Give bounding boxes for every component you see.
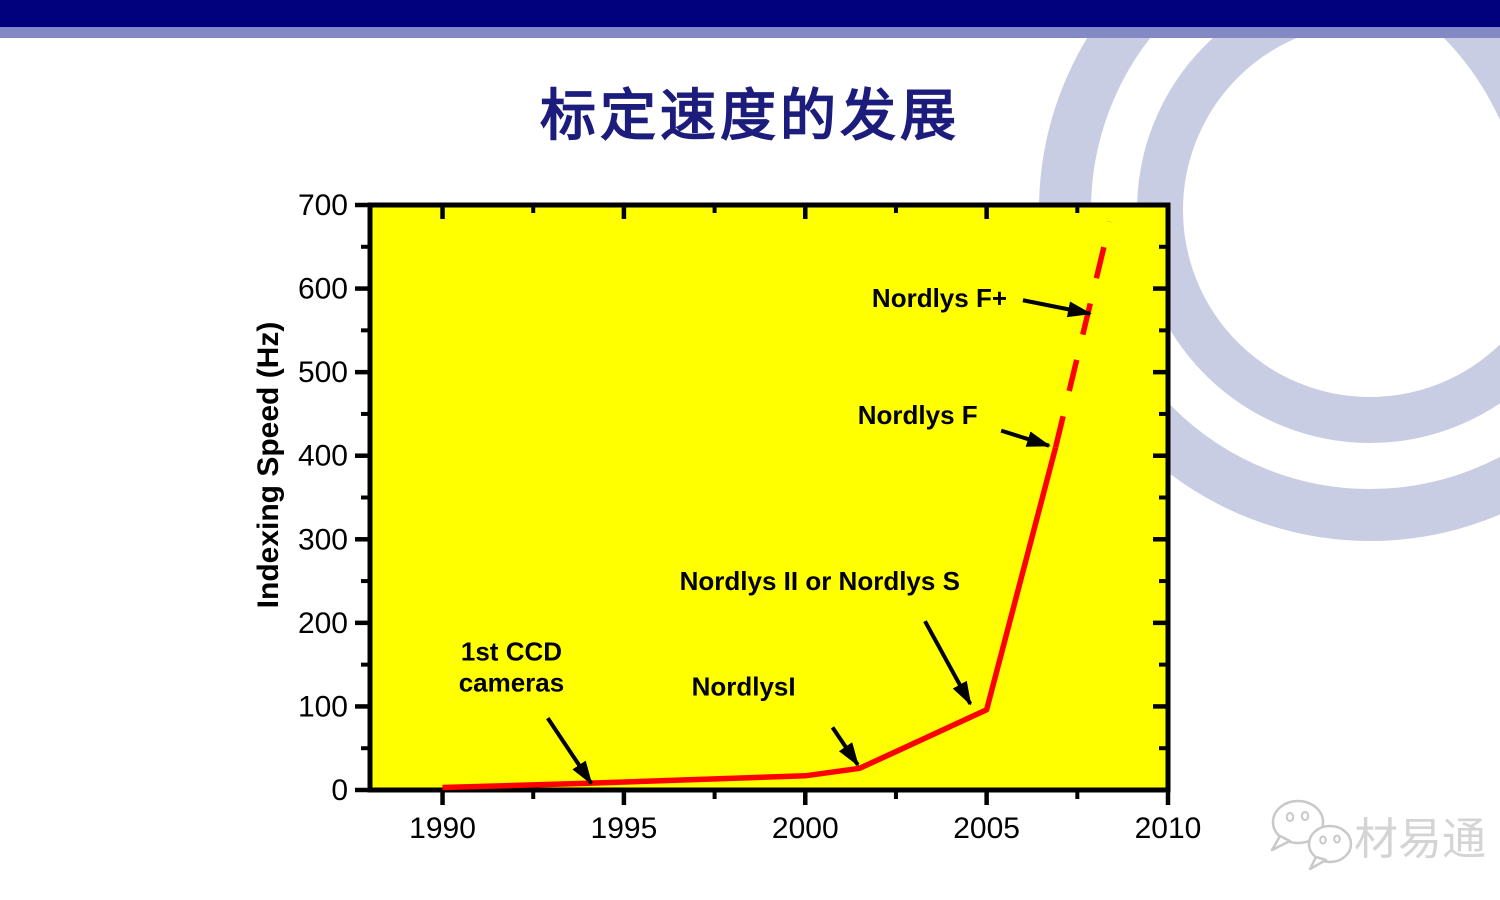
annotation-arrow xyxy=(1000,428,1051,448)
y-tick-label: 400 xyxy=(298,440,348,473)
y-tick-label: 700 xyxy=(298,189,348,222)
y-tick-label: 500 xyxy=(298,356,348,389)
header-bar-dark xyxy=(0,0,1500,27)
annotation-label: Nordlys II or Nordlys S xyxy=(680,566,960,596)
annotation-label: cameras xyxy=(459,668,565,698)
annotation-label: Nordlys F+ xyxy=(872,283,1007,313)
x-tick-label: 2000 xyxy=(772,812,839,845)
axis-ticks xyxy=(355,202,1171,805)
watermark: 材易通 xyxy=(1270,799,1486,871)
slide-title: 标定速度的发展 xyxy=(540,83,960,149)
x-tick-label: 2005 xyxy=(953,812,1020,845)
wechat-chat-bubbles-icon xyxy=(1270,799,1353,871)
x-tick-label: 1995 xyxy=(591,812,658,845)
watermark-text: 材易通 xyxy=(1354,815,1486,864)
annotation-arrow xyxy=(546,717,593,785)
y-tick-label: 600 xyxy=(298,273,348,306)
axis-tick-labels: 1990 1995 2000 2005 2010 0 100 200 300 400 500 600 7… xyxy=(298,189,1201,845)
y-tick-label: 300 xyxy=(298,523,348,556)
annotation-arrow xyxy=(923,620,973,706)
annotation-arrow xyxy=(830,726,860,767)
annotation-label: Nordlys F xyxy=(858,400,978,430)
annotation-arrow xyxy=(1022,298,1092,318)
y-axis-title: Indexing Speed (Hz) xyxy=(252,322,285,609)
plot-area xyxy=(367,202,1171,793)
annotation-label: 1st CCD xyxy=(461,637,562,667)
series-indexing-speed xyxy=(442,446,1059,791)
x-tick-label: 2010 xyxy=(1135,812,1202,845)
y-tick-label: 0 xyxy=(331,774,348,807)
series-indexing-speed-projection xyxy=(1052,221,1113,449)
x-tick-label: 1990 xyxy=(409,812,476,845)
y-tick-label: 200 xyxy=(298,607,348,640)
annotation-label: NordlysI xyxy=(692,671,796,701)
header-bar-light xyxy=(0,27,1500,38)
y-tick-label: 100 xyxy=(298,690,348,723)
